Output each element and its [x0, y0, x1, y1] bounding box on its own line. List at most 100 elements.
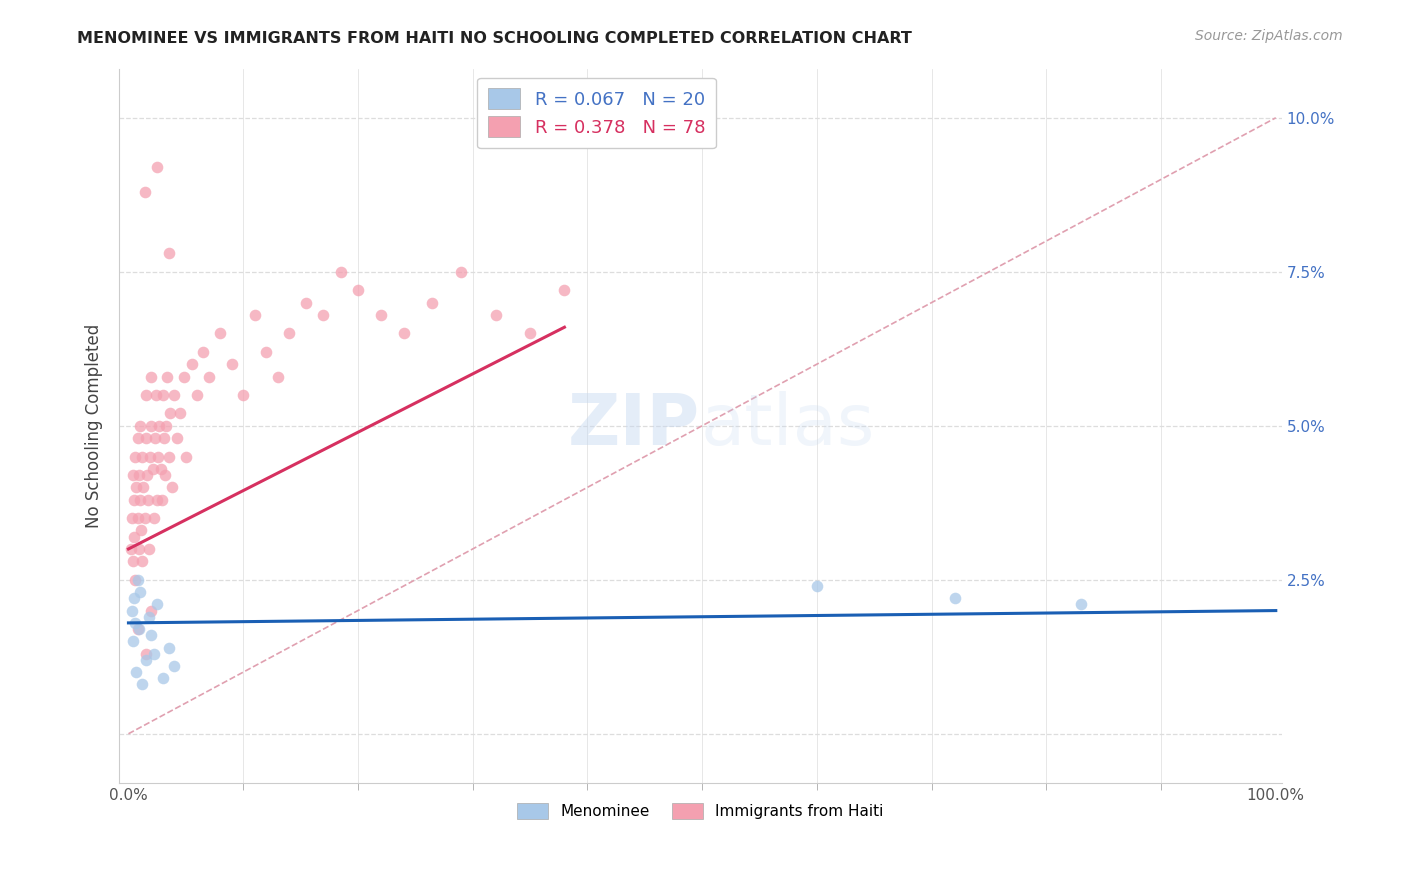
- Point: [141, 418, 163, 433]
- Point: [173, 369, 195, 384]
- Point: [392, 326, 415, 341]
- Point: [129, 492, 152, 507]
- Point: [157, 640, 180, 655]
- Text: MENOMINEE VS IMMIGRANTS FROM HAITI NO SCHOOLING COMPLETED CORRELATION CHART: MENOMINEE VS IMMIGRANTS FROM HAITI NO SC…: [77, 31, 912, 46]
- Point: [135, 647, 157, 661]
- Text: ZIP: ZIP: [568, 392, 700, 460]
- Legend: Menominee, Immigrants from Haiti: Menominee, Immigrants from Haiti: [512, 797, 890, 825]
- Point: [132, 480, 155, 494]
- Point: [139, 450, 162, 464]
- Point: [129, 524, 152, 538]
- Point: [125, 480, 148, 494]
- Y-axis label: No Schooling Completed: No Schooling Completed: [86, 324, 103, 528]
- Point: [180, 357, 202, 371]
- Point: [146, 598, 169, 612]
- Point: [124, 450, 146, 464]
- Point: [243, 308, 266, 322]
- Point: [191, 344, 214, 359]
- Point: [141, 628, 163, 642]
- Point: [197, 369, 219, 384]
- Point: [153, 431, 176, 445]
- Point: [166, 431, 188, 445]
- Point: [135, 468, 157, 483]
- Point: [129, 418, 152, 433]
- Point: [124, 573, 146, 587]
- Point: [156, 369, 179, 384]
- Point: [1070, 598, 1092, 612]
- Point: [135, 653, 157, 667]
- Point: [370, 308, 392, 322]
- Point: [127, 573, 149, 587]
- Point: [142, 511, 165, 525]
- Point: [146, 492, 169, 507]
- Point: [121, 511, 143, 525]
- Point: [125, 665, 148, 680]
- Point: [943, 591, 966, 606]
- Point: [143, 431, 166, 445]
- Point: [221, 357, 243, 371]
- Point: [127, 511, 149, 525]
- Text: atlas: atlas: [700, 392, 875, 460]
- Point: [142, 647, 165, 661]
- Point: [152, 671, 174, 685]
- Point: [122, 634, 145, 648]
- Point: [135, 388, 157, 402]
- Point: [120, 541, 142, 556]
- Point: [553, 283, 575, 297]
- Point: [138, 541, 160, 556]
- Point: [150, 492, 173, 507]
- Point: [129, 585, 152, 599]
- Point: [160, 480, 183, 494]
- Point: [266, 369, 288, 384]
- Point: [122, 591, 145, 606]
- Point: [806, 579, 828, 593]
- Point: [209, 326, 232, 341]
- Point: [169, 407, 191, 421]
- Point: [141, 603, 163, 617]
- Point: [174, 450, 197, 464]
- Point: [131, 450, 153, 464]
- Point: [148, 418, 170, 433]
- Point: [148, 450, 170, 464]
- Point: [163, 388, 186, 402]
- Point: [278, 326, 301, 341]
- Point: [145, 388, 167, 402]
- Point: [159, 407, 181, 421]
- Point: [254, 344, 277, 359]
- Point: [128, 622, 150, 636]
- Point: [232, 388, 254, 402]
- Point: [312, 308, 335, 322]
- Point: [122, 468, 145, 483]
- Point: [149, 462, 172, 476]
- Point: [131, 554, 153, 568]
- Point: [138, 609, 160, 624]
- Point: [141, 369, 163, 384]
- Point: [141, 462, 163, 476]
- Point: [295, 295, 318, 310]
- Point: [135, 431, 157, 445]
- Point: [128, 468, 150, 483]
- Point: [153, 468, 176, 483]
- Point: [122, 554, 145, 568]
- Point: [134, 511, 156, 525]
- Point: [155, 418, 177, 433]
- Point: [146, 160, 169, 174]
- Point: [152, 388, 174, 402]
- Point: [134, 185, 156, 199]
- Point: [124, 615, 146, 630]
- Point: [163, 659, 186, 673]
- Point: [122, 530, 145, 544]
- Point: [127, 622, 149, 636]
- Point: [484, 308, 506, 322]
- Point: [347, 283, 370, 297]
- Point: [157, 246, 180, 260]
- Point: [329, 265, 352, 279]
- Point: [131, 677, 153, 691]
- Point: [450, 265, 472, 279]
- Point: [136, 492, 159, 507]
- Point: [121, 603, 143, 617]
- Point: [186, 388, 208, 402]
- Point: [422, 295, 444, 310]
- Point: [127, 431, 149, 445]
- Point: [122, 492, 145, 507]
